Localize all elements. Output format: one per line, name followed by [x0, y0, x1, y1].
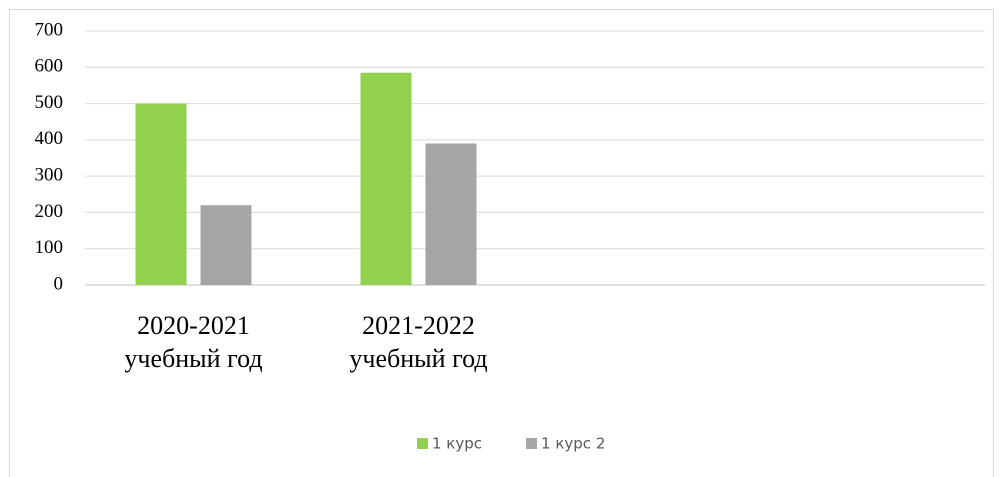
y-tick-label: 600 — [35, 56, 64, 77]
bar — [360, 72, 412, 285]
bar — [200, 205, 252, 285]
y-tick-label: 500 — [35, 92, 64, 113]
x-tick-label: 2020-2021 учебный год — [124, 311, 263, 373]
y-tick-label: 100 — [35, 237, 64, 258]
legend-label: 1 курс 2 — [541, 435, 605, 453]
legend-swatch — [526, 438, 538, 449]
legend-swatch — [417, 438, 428, 449]
y-tick-label: 300 — [35, 165, 64, 186]
y-tick-label: 400 — [35, 128, 64, 149]
y-tick-label: 0 — [54, 273, 64, 294]
y-tick-label: 200 — [35, 201, 64, 222]
chart-frame — [9, 9, 994, 477]
bar — [135, 103, 187, 285]
x-tick-label: 2021-2022 учебный год — [349, 311, 488, 373]
bar — [425, 143, 477, 285]
y-tick-label: 700 — [35, 19, 64, 40]
legend-label: 1 курс — [432, 435, 482, 453]
